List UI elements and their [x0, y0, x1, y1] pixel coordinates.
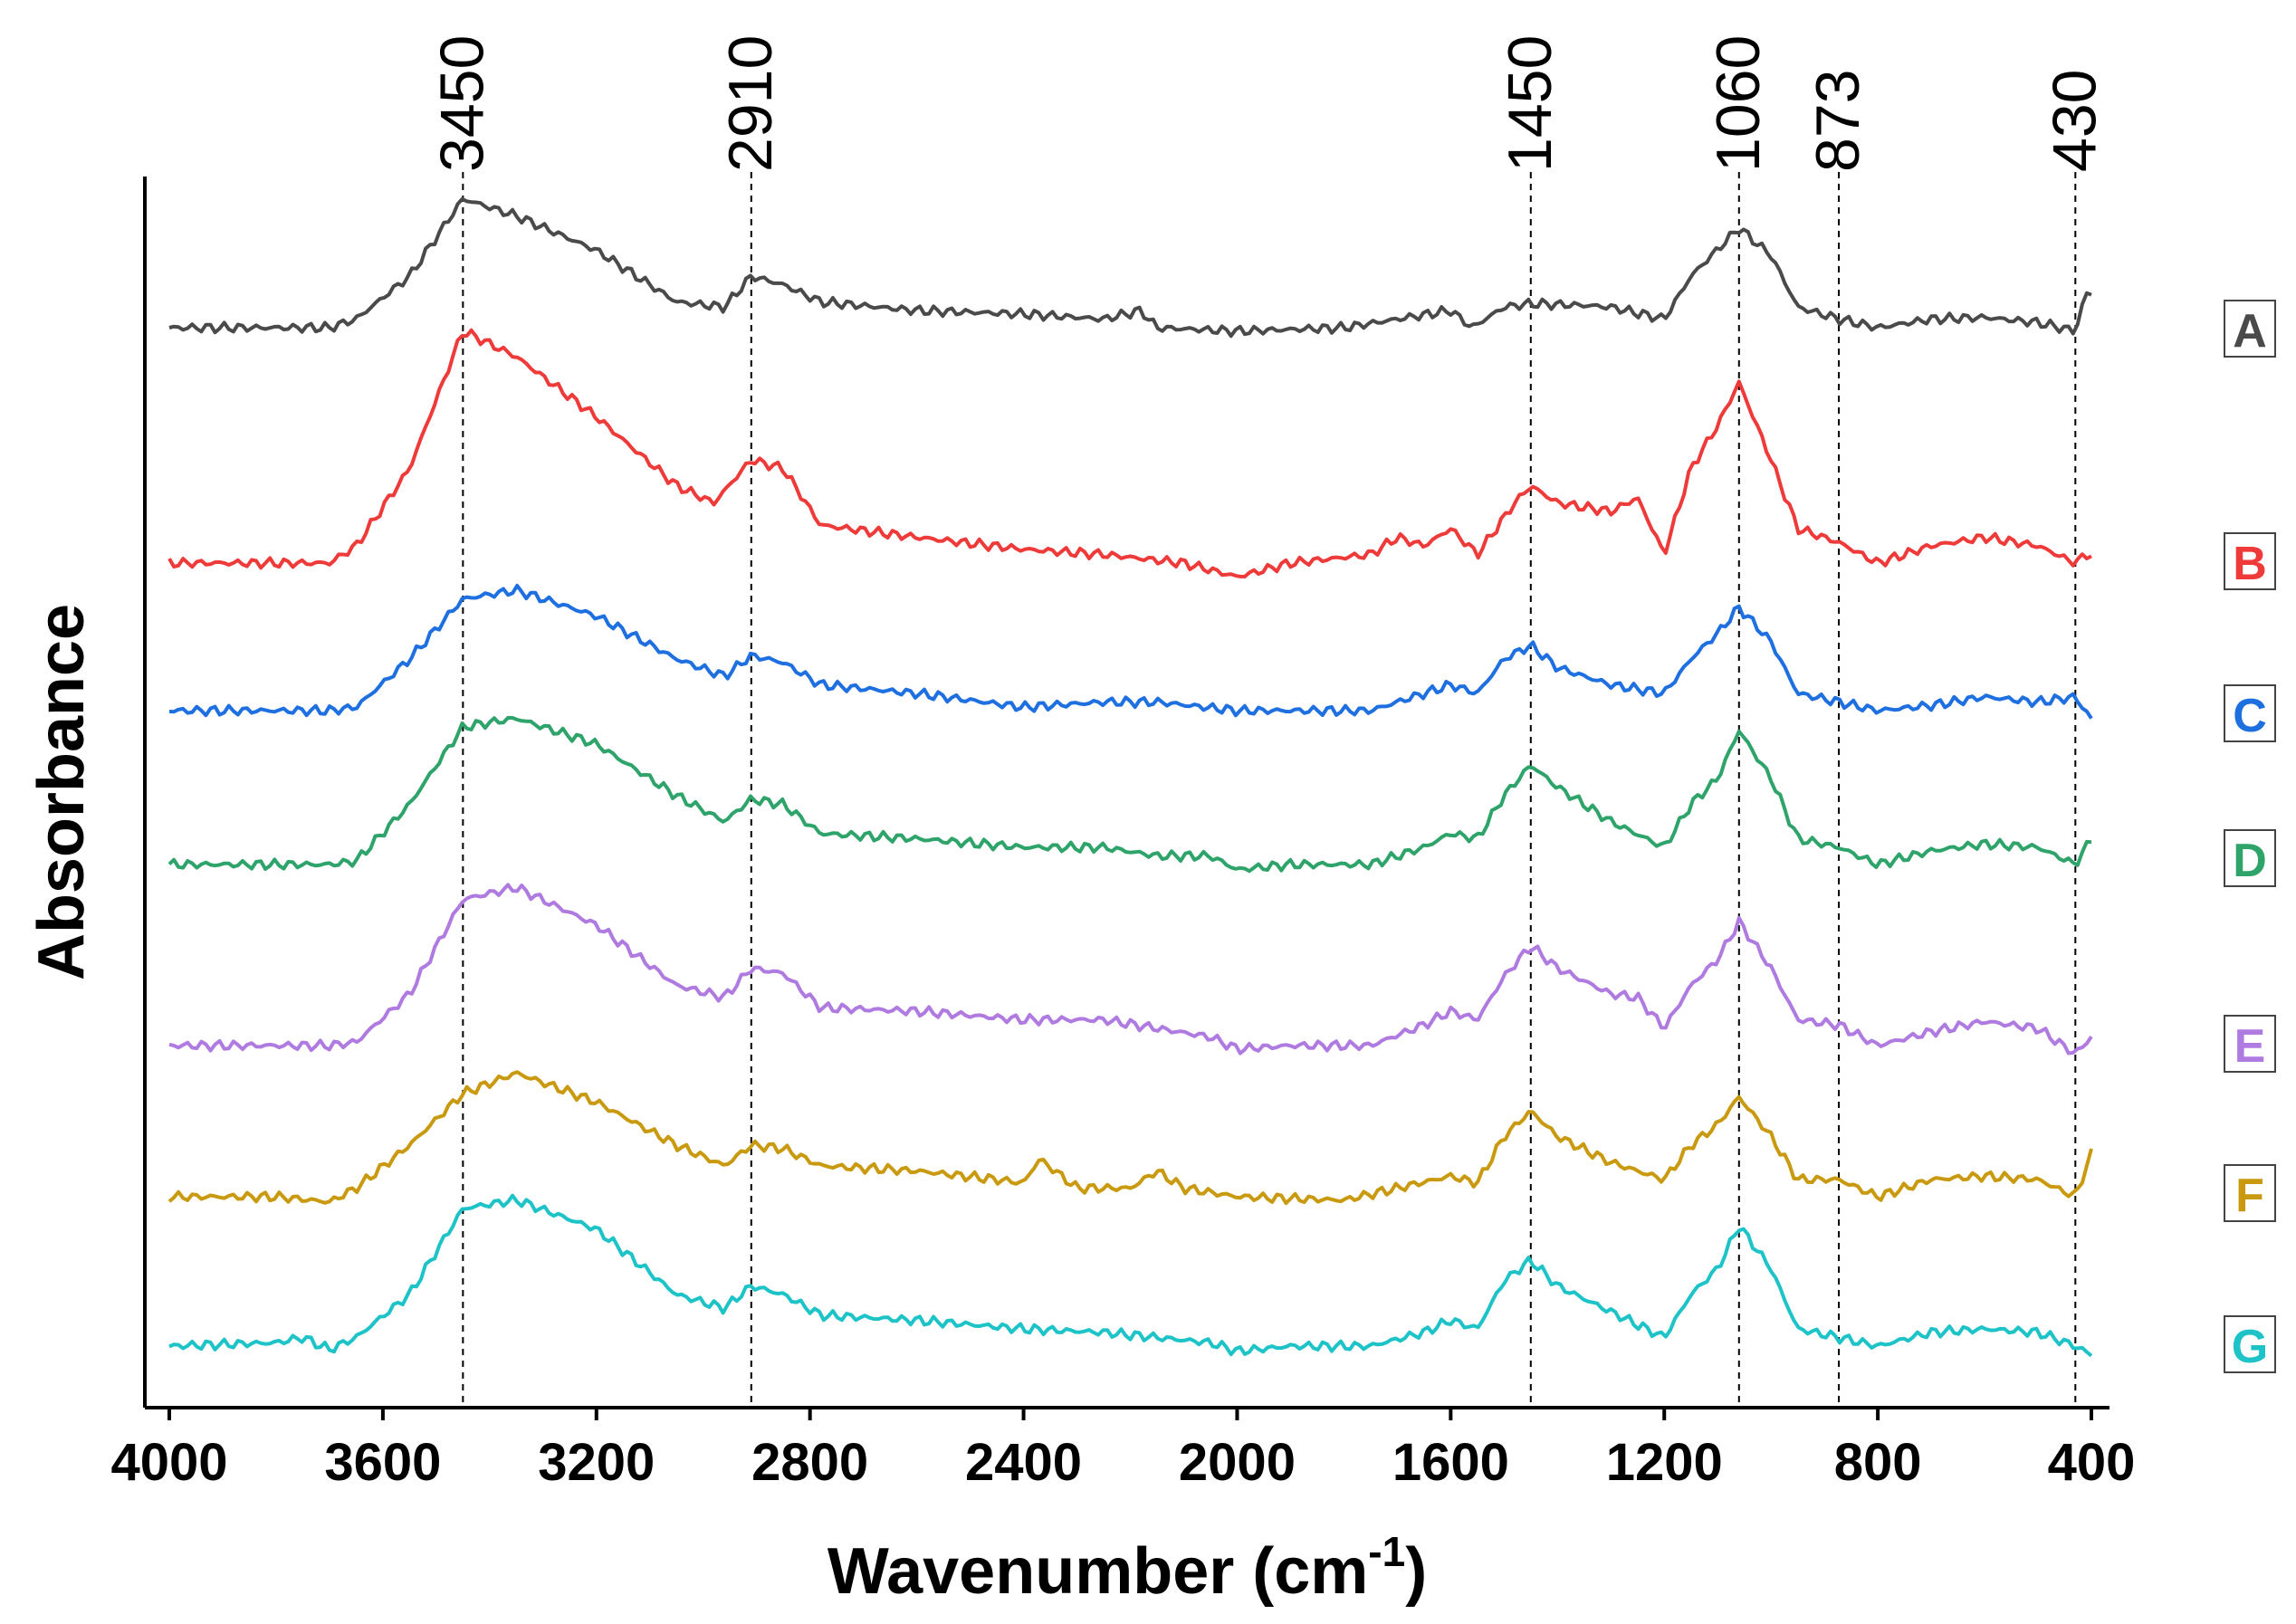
legend-label-F: F: [2235, 1170, 2264, 1222]
x-tick-label: 1200: [1606, 1433, 1723, 1492]
legend-box-B: [2224, 532, 2276, 590]
legend-label-D: D: [2233, 835, 2267, 887]
x-axis-title-sup: -1: [1368, 1528, 1405, 1575]
legend-label-B: B: [2233, 538, 2267, 590]
series-line-F: [167, 1070, 2093, 1206]
peak-marker-label: 873: [1803, 70, 1872, 172]
legend-label-E: E: [2234, 1020, 2266, 1073]
x-tick-label: 800: [1834, 1433, 1922, 1492]
y-axis-title: Absorbance: [25, 604, 98, 980]
series-line-A: [168, 196, 2092, 339]
x-ticks: 4000 3600 3200 2800 2400 2000 1600 1200 800 400: [110, 1408, 2135, 1492]
x-tick-label: 2400: [965, 1433, 1082, 1492]
legend-box-F: [2224, 1164, 2276, 1222]
x-axis-title: Wavenumber (cm-1): [828, 1528, 1427, 1608]
legend-box-E: [2224, 1015, 2276, 1073]
peak-marker-label: 2910: [716, 35, 785, 172]
peak-marker-label: 1450: [1496, 35, 1564, 172]
legend-box-G: [2224, 1315, 2276, 1373]
series-lines: [167, 196, 2093, 1358]
peak-marker-label: 430: [2040, 70, 2109, 172]
x-tick-label: 3200: [538, 1433, 655, 1492]
peak-marker-label: 1060: [1704, 35, 1773, 172]
x-tick-label: 1600: [1392, 1433, 1509, 1492]
x-tick-label: 2800: [751, 1433, 868, 1492]
peak-marker-labels: 3450 2910 1450 1060 873 430: [427, 35, 2109, 172]
legend-label-A: A: [2233, 305, 2267, 358]
x-axis-title-close: ): [1405, 1535, 1427, 1608]
legend-box-C: [2224, 684, 2276, 742]
x-tick-label: 3600: [324, 1433, 441, 1492]
series-line-C: [168, 583, 2093, 720]
x-tick-label: 4000: [110, 1433, 227, 1492]
peak-marker-lines: [462, 172, 2077, 1408]
legend-box-A: [2224, 300, 2276, 358]
x-axis-title-main: Wavenumber (cm: [828, 1535, 1368, 1608]
legend-box-D: [2224, 829, 2276, 887]
x-tick-label: 400: [2048, 1433, 2136, 1492]
legend: A B C D E F G: [2224, 300, 2276, 1373]
x-tick-label: 2000: [1179, 1433, 1296, 1492]
series-line-B: [167, 328, 2092, 578]
series-line-D: [167, 715, 2092, 874]
legend-label-C: C: [2233, 690, 2267, 742]
series-line-G: [168, 1193, 2093, 1358]
legend-label-G: G: [2232, 1321, 2268, 1373]
axes: [143, 177, 2109, 1409]
peak-marker-label: 3450: [427, 35, 496, 172]
series-line-E: [168, 883, 2093, 1056]
